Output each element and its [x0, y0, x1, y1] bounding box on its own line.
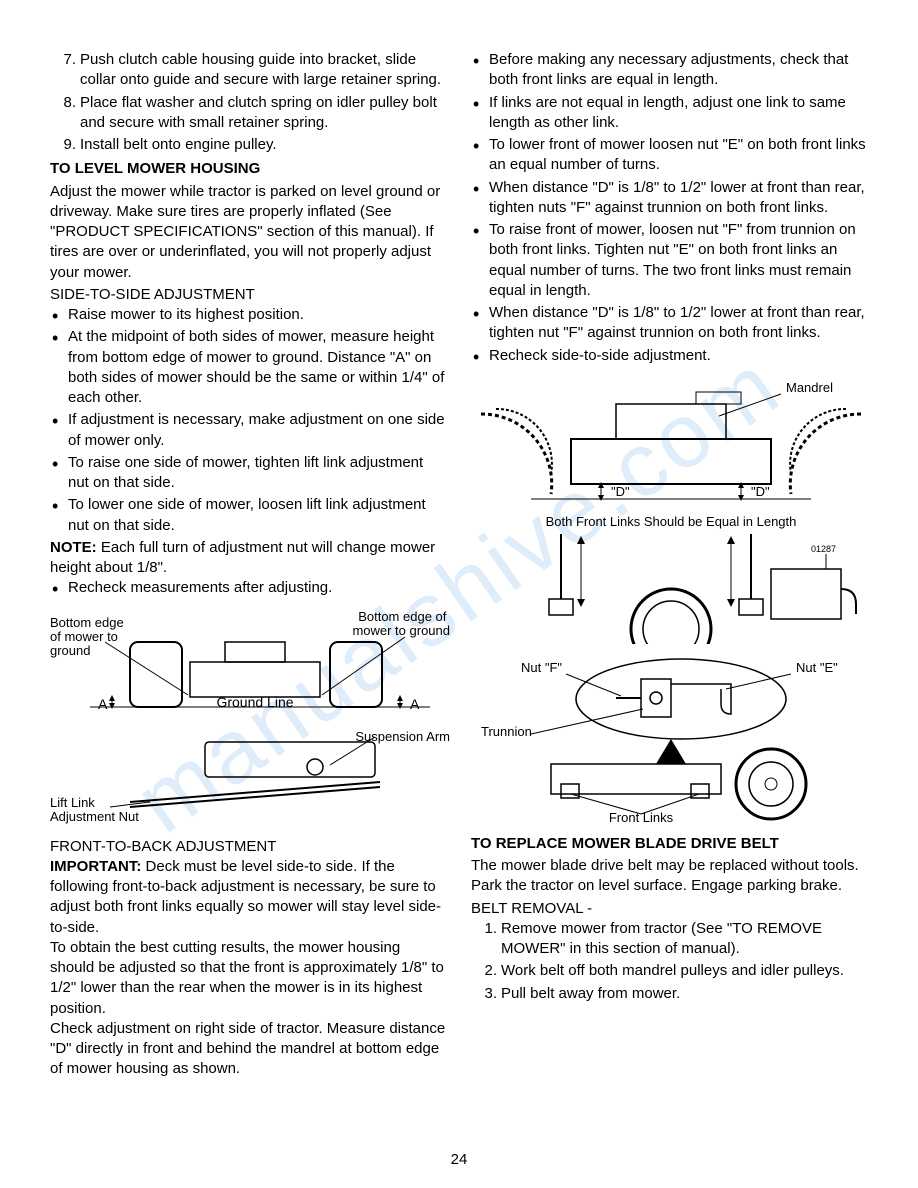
step-number: 3.: [471, 984, 497, 1004]
belt-intro-paragraph: The mower blade drive belt may be replac…: [471, 856, 868, 897]
level-intro-paragraph: Adjust the mower while tractor is parked…: [50, 182, 447, 283]
front-back-bullets: Before making any necessary adjustments,…: [471, 50, 868, 366]
step-2: 2.Work belt off both mandrel pulleys and…: [501, 961, 868, 981]
step-number: 2.: [471, 961, 497, 981]
step-number: 9.: [50, 135, 76, 155]
label-nut-e: Nut "E": [796, 660, 838, 675]
step-7: 7.Push clutch cable housing guide into b…: [80, 50, 447, 91]
left-column: 7.Push clutch cable housing guide into b…: [50, 50, 447, 1080]
label-mandrel: Mandrel: [786, 380, 833, 395]
step-number: 7.: [50, 50, 76, 70]
step-text: Install belt onto engine pulley.: [80, 136, 277, 153]
step-text: Remove mower from tractor (See "TO REMOV…: [501, 920, 822, 957]
step-number: 8.: [50, 93, 76, 113]
bullet-item: To raise front of mower, loosen nut "F" …: [489, 220, 868, 301]
bullet-item: Recheck side-to-side adjustment.: [489, 346, 868, 366]
right-column: Before making any necessary adjustments,…: [471, 50, 868, 1080]
bullet-item: When distance "D" is 1/8" to 1/2" lower …: [489, 178, 868, 219]
label-d2: "D": [751, 484, 770, 499]
label-a-left: A: [98, 696, 108, 712]
label-d1: "D": [611, 484, 630, 499]
bullet-item: Recheck measurements after adjusting.: [68, 578, 447, 598]
label-trunnion: Trunnion: [481, 724, 532, 739]
page-number: 24: [0, 1150, 918, 1170]
step-text: Pull belt away from mower.: [501, 985, 680, 1002]
step-1: 1.Remove mower from tractor (See "TO REM…: [501, 919, 868, 960]
step-8: 8.Place flat washer and clutch spring on…: [80, 93, 447, 134]
check-adjustment-paragraph: Check adjustment on right side of tracto…: [50, 1019, 447, 1080]
important-label: IMPORTANT:: [50, 858, 141, 875]
heading-level-mower: TO LEVEL MOWER HOUSING: [50, 159, 447, 179]
side-to-side-subhead: SIDE-TO-SIDE ADJUSTMENT: [50, 285, 447, 305]
step-text: Place flat washer and clutch spring on i…: [80, 94, 437, 131]
label-bottom-edge-left: Bottom edge of mower to ground: [50, 615, 127, 658]
recheck-bullet: Recheck measurements after adjusting.: [50, 578, 447, 598]
label-front-links: Front Links: [609, 810, 674, 824]
belt-removal-steps: 1.Remove mower from tractor (See "TO REM…: [471, 919, 868, 1004]
front-back-subhead: FRONT-TO-BACK ADJUSTMENT: [50, 837, 447, 857]
step-3: 3.Pull belt away from mower.: [501, 984, 868, 1004]
step-9: 9.Install belt onto engine pulley.: [80, 135, 447, 155]
note-paragraph: NOTE: Each full turn of adjustment nut w…: [50, 538, 447, 579]
bullet-item: To raise one side of mower, tighten lift…: [68, 453, 447, 494]
bullet-item: To lower front of mower loosen nut "E" o…: [489, 135, 868, 176]
side-adjust-bullets: Raise mower to its highest position. At …: [50, 305, 447, 536]
bullet-item: At the midpoint of both sides of mower, …: [68, 327, 447, 408]
bullet-item: Raise mower to its highest position.: [68, 305, 447, 325]
note-text: Each full turn of adjustment nut will ch…: [50, 539, 435, 576]
cutting-results-paragraph: To obtain the best cutting results, the …: [50, 938, 447, 1019]
step-text: Work belt off both mandrel pulleys and i…: [501, 962, 844, 979]
figure-side-adjustment: Bottom edge of mower to ground Bottom ed…: [50, 607, 447, 827]
important-paragraph: IMPORTANT: Deck must be level side-to si…: [50, 857, 447, 938]
heading-replace-belt: TO REPLACE MOWER BLADE DRIVE BELT: [471, 834, 868, 854]
bullet-item: To lower one side of mower, loosen lift …: [68, 495, 447, 536]
figure-nut-detail: Nut "F" Nut "E" Trunnion Front Links: [471, 654, 868, 824]
bullet-item: If links are not equal in length, adjust…: [489, 93, 868, 134]
label-ground-line: Ground Line: [216, 694, 293, 710]
label-a-right: A: [410, 696, 420, 712]
note-label: NOTE:: [50, 539, 97, 556]
figure-mandrel-d: Mandrel "D" "D" Both Front Links Should …: [471, 374, 868, 644]
label-nut-f: Nut "F": [521, 660, 562, 675]
two-column-layout: 7.Push clutch cable housing guide into b…: [50, 50, 868, 1080]
bullet-item: When distance "D" is 1/8" to 1/2" lower …: [489, 303, 868, 344]
label-bottom-edge-right: Bottom edge of mower to ground: [352, 609, 450, 638]
step-text: Push clutch cable housing guide into bra…: [80, 51, 441, 88]
label-suspension-arm: Suspension Arm: [355, 729, 450, 744]
label-lift-link: Lift Link Adjustment Nut: [50, 795, 139, 824]
label-equal-length: Both Front Links Should be Equal in Leng…: [546, 514, 797, 529]
continued-steps-list: 7.Push clutch cable housing guide into b…: [50, 50, 447, 155]
label-partno: 01287: [811, 544, 836, 554]
bullet-item: Before making any necessary adjustments,…: [489, 50, 868, 91]
bullet-item: If adjustment is necessary, make adjustm…: [68, 410, 447, 451]
step-number: 1.: [471, 919, 497, 939]
belt-removal-subhead: BELT REMOVAL -: [471, 899, 868, 919]
